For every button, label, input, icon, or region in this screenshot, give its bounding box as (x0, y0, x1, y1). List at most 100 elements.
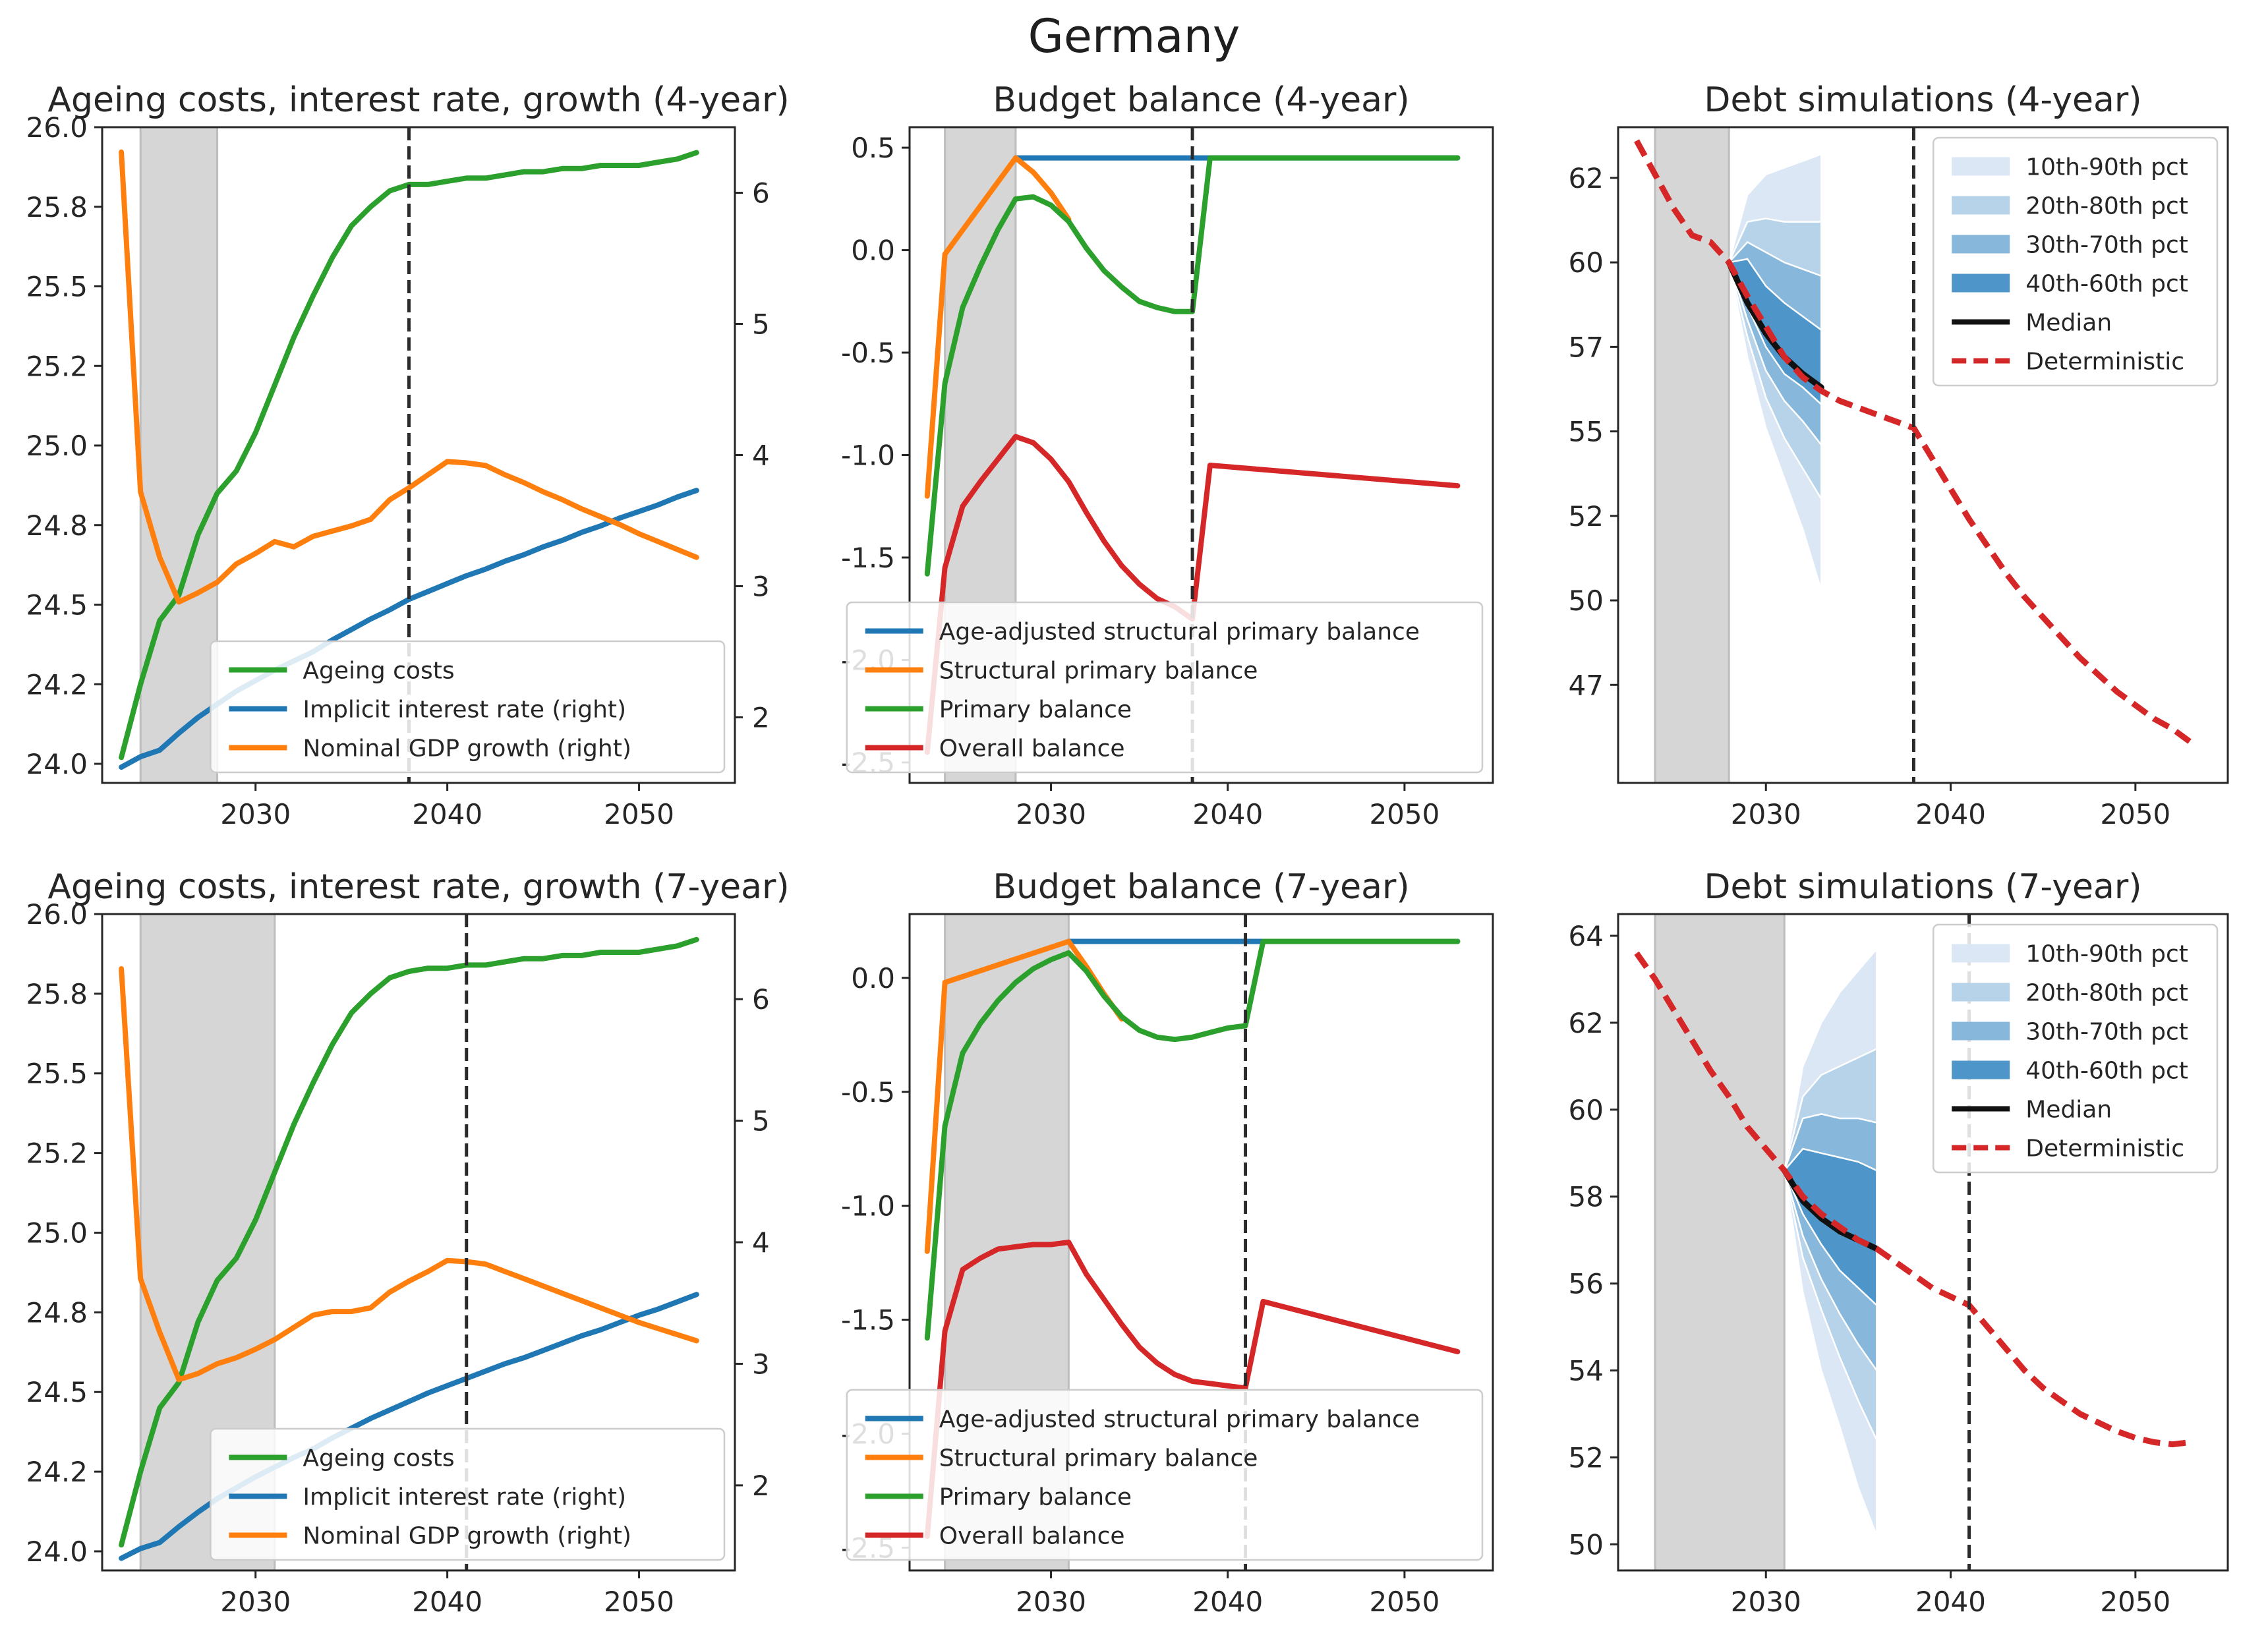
legend-swatch-40th-60th-pct (1952, 273, 2010, 293)
legend-label-20th-80th-pct: 20th-80th pct (2025, 193, 2188, 220)
panel-ageing-7-year: Ageing costs, interest rate, growth (7-y… (26, 867, 789, 1618)
series-line-primary-balance (924, 155, 1461, 577)
x-tick-label: 2040 (412, 798, 482, 830)
panel-debt-simulations-4-year: Debt simulations (4-year) 2030 2040 2050 47 5… (1569, 80, 2229, 830)
x-tick-label: 2030 (1731, 1586, 1801, 1618)
y-tick-label: 50 (1569, 585, 1604, 617)
y-tick-label: 60 (1569, 246, 1604, 279)
y-tick-label: 24.2 (26, 1456, 88, 1488)
y-tick-label: 25.2 (26, 350, 88, 382)
legend-swatch-10th-90th-pct (1952, 944, 2010, 963)
legend-label-structural-primary-balance: Structural primary balance (939, 658, 1258, 685)
plot-area (1634, 127, 2193, 783)
series-line-nominal-gdp-growth-right (119, 966, 699, 1383)
x-tick-label: 2040 (1915, 798, 1986, 830)
y-tick-label: 25.5 (26, 271, 88, 303)
x-tick-label: 2030 (1016, 798, 1086, 830)
y-tick-label: 24.2 (26, 668, 88, 701)
axes-frame (908, 913, 1494, 1572)
y-tick-label: -0.5 (841, 337, 895, 369)
legend-label-structural-primary-balance: Structural primary balance (939, 1445, 1258, 1472)
legend-label-overall-balance: Overall balance (939, 1523, 1125, 1550)
legend-label-deterministic: Deterministic (2025, 1135, 2184, 1163)
legend-label-40th-60th-pct: 40th-60th pct (2025, 1058, 2188, 1085)
y-tick-label: 58 (1569, 1181, 1604, 1213)
y-right-tick-label: 4 (752, 440, 770, 472)
legend-label-deterministic: Deterministic (2025, 349, 2184, 376)
legend-frame (846, 1389, 1484, 1561)
axes-title: Ageing costs, interest rate, growth (7-y… (47, 867, 789, 907)
x-tick-label: 2030 (220, 1586, 291, 1618)
y-right-tick-label: 2 (752, 702, 770, 734)
legend-label-40th-60th-pct: 40th-60th pct (2025, 271, 2188, 298)
axes-title: Budget balance (7-year) (993, 867, 1409, 907)
legend-label-ageing-costs: Ageing costs (303, 1445, 454, 1472)
series-line-structural-primary-balance (924, 155, 1072, 499)
y-right-tick-label: 2 (752, 1470, 770, 1502)
series-line-nominal-gdp-growth-right (119, 149, 699, 605)
legend-frame (846, 601, 1484, 774)
panel-budget-balance-4-year: Budget balance (4-year)203020402050-2.5-… (841, 80, 1494, 830)
legend-label-implicit-interest-rate-right: Implicit interest rate (right) (303, 1484, 626, 1511)
legend-label-median: Median (2025, 1097, 2112, 1124)
y-tick-label: 24.5 (26, 1376, 88, 1408)
x-tick-label: 2050 (1369, 798, 1439, 830)
y-tick-label: 64 (1569, 920, 1604, 952)
y-tick-label: 24.0 (26, 748, 88, 780)
legend-label-primary-balance: Primary balance (939, 697, 1132, 724)
y-tick-label: 26.0 (26, 898, 88, 931)
y-tick-label: 25.0 (26, 430, 88, 462)
legend-frame (210, 1427, 726, 1561)
x-tick-label: 2040 (412, 1586, 482, 1618)
y-right-tick-label: 3 (752, 571, 770, 603)
y-tick-label: 25.8 (26, 191, 88, 223)
series-line-deterministic (1634, 139, 2193, 745)
series-line-deterministic (1634, 951, 2192, 1448)
legend-label-10th-90th-pct: 10th-90th pct (2025, 154, 2188, 181)
figure-title: Germany (1028, 9, 1240, 63)
adjustment-period-shade (1654, 127, 1730, 783)
y-tick-label: 0.5 (851, 132, 895, 164)
panel-budget-balance-7-year: Budget balance (7-year)203020402050-2.5-… (841, 867, 1494, 1618)
legend: 10th-90th pct 20th-80th pct 30th-70th pct 4… (1932, 923, 2219, 1174)
x-tick-label: 2050 (604, 798, 674, 830)
y-right-tick-label: 6 (752, 177, 770, 210)
y-tick-label: 0.0 (851, 235, 895, 267)
axes-title: Budget balance (4-year) (993, 80, 1409, 120)
x-tick-label: 2040 (1915, 1586, 1986, 1618)
legend-label-30th-70th-pct: 30th-70th pct (2025, 232, 2188, 259)
legend-label-10th-90th-pct: 10th-90th pct (2025, 941, 2188, 968)
axes-frame (1617, 913, 2229, 1572)
y-tick-label: 55 (1569, 416, 1604, 448)
panel-debt-simulations-7-year: Debt simulations (7-year) 2030 2040 2050 50 5… (1569, 867, 2229, 1618)
legend-label-age-adjusted-structural-primary-balance: Age-adjusted structural primary balance (939, 1406, 1420, 1433)
legend-swatch-20th-80th-pct (1952, 196, 2010, 215)
y-right-tick-label: 6 (752, 983, 770, 1016)
y-tick-label: 25.2 (26, 1137, 88, 1170)
legend-label-median: Median (2025, 310, 2112, 337)
legend-label-nominal-gdp-growth-right: Nominal GDP growth (right) (303, 1523, 631, 1550)
y-tick-label: 50 (1569, 1528, 1604, 1561)
y-tick-label: -1.0 (841, 1190, 895, 1222)
x-tick-label: 2030 (1731, 798, 1801, 830)
legend: Ageing costs Implicit interest rate (righ… (210, 1427, 726, 1561)
legend: 10th-90th pct 20th-80th pct 30th-70th pct 4… (1932, 136, 2219, 387)
legend-label-30th-70th-pct: 30th-70th pct (2025, 1019, 2188, 1046)
y-tick-label: 25.5 (26, 1058, 88, 1090)
panel-ageing-4-year: Ageing costs, interest rate, growth (4-y… (26, 80, 789, 830)
legend-label-primary-balance: Primary balance (939, 1484, 1132, 1511)
y-tick-label: 25.0 (26, 1217, 88, 1249)
axes-title: Ageing costs, interest rate, growth (4-y… (47, 80, 789, 120)
y-tick-label: 24.8 (26, 509, 88, 542)
legend-swatch-10th-90th-pct (1952, 157, 2010, 176)
y-tick-label: 24.0 (26, 1536, 88, 1568)
series-line-overall-balance (924, 1240, 1461, 1539)
legend-label-overall-balance: Overall balance (939, 735, 1125, 762)
plot-area (1634, 914, 2192, 1570)
y-tick-label: 25.8 (26, 978, 88, 1010)
x-tick-label: 2050 (1369, 1586, 1439, 1618)
y-tick-label: 57 (1569, 331, 1604, 363)
legend-label-nominal-gdp-growth-right: Nominal GDP growth (right) (303, 735, 631, 762)
legend: Age-adjusted structural primary balance S… (846, 1389, 1484, 1561)
